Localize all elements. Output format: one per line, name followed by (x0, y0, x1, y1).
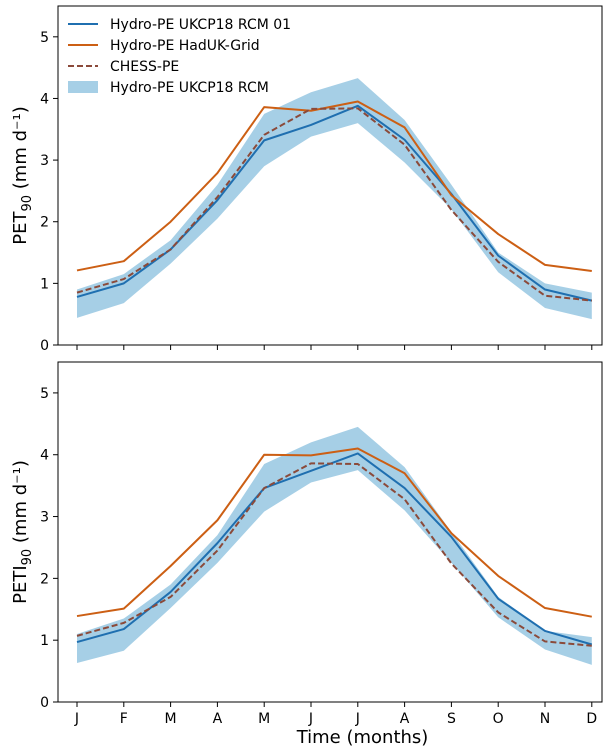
y-axis-label-subscript: 90 (20, 549, 35, 566)
y-axis-label: PET90 (mm d⁻¹) (10, 106, 35, 244)
series-line-hydro-pe-ukcp18-rcm-01 (76, 452, 593, 646)
x-tick-label: N (540, 711, 550, 727)
series-line-hydro-pe-haduk-grid (76, 100, 592, 273)
chart-panel-1: 0 1 2 3 4 5 PET90 (mm d⁻¹) (10, 5, 603, 354)
x-tick-label: S (447, 711, 456, 727)
y-tick-label: 3 (40, 153, 49, 169)
x-tick-label: F (120, 711, 128, 727)
x-tick-label: A (400, 711, 410, 727)
y-tick-label: 5 (40, 30, 49, 46)
x-tick-label: J (355, 711, 360, 727)
x-axis-label: Time (months) (296, 727, 429, 748)
y-axis-label-unit: (mm d⁻¹) (10, 106, 31, 195)
y-tick-label: 4 (40, 91, 49, 107)
x-tick-label: J (74, 711, 79, 727)
y-tick-label: 1 (40, 633, 49, 649)
y-axis-label: PETI90 (mm d⁻¹) (10, 460, 35, 604)
y-tick-label: 2 (40, 571, 49, 587)
y-tick-label: 3 (40, 510, 49, 526)
series-line-chess-pe (76, 462, 592, 647)
y-tick-label: 2 (40, 215, 49, 231)
x-tick-label: D (586, 711, 597, 727)
legend: Hydro-PE UKCP18 RCM 01 Hydro-PE HadUK-Gri… (68, 17, 291, 96)
x-tick-label: O (493, 711, 504, 727)
legend-label: CHESS-PE (110, 59, 179, 75)
y-tick-label: 0 (40, 695, 49, 711)
x-tick-label: M (165, 711, 177, 727)
y-tick-label: 0 (40, 338, 49, 354)
band-hydro-pe-ukcp18-rcm (77, 426, 592, 665)
y-axis-label-main: PETI (10, 565, 31, 604)
x-tick-label: M (258, 711, 270, 727)
band-hydro-pe-ukcp18-rcm (77, 78, 592, 320)
y-axis-label-main: PET (10, 211, 31, 245)
legend-label: Hydro-PE UKCP18 RCM (110, 80, 269, 96)
x-tick-label: A (213, 711, 223, 727)
x-tick-label: J (308, 711, 313, 727)
chart-panel-2: 0 1 2 3 4 5 J F M A M J J A S O N D PETI90 (mm d⁻¹) Time (m… (10, 361, 603, 748)
plot-frame (57, 5, 603, 346)
plot-frame (57, 361, 603, 703)
legend-label: Hydro-PE UKCP18 RCM 01 (110, 17, 291, 33)
y-tick-label: 5 (40, 386, 49, 402)
y-tick-label: 1 (40, 276, 49, 292)
y-tick-label: 4 (40, 448, 49, 464)
legend-label: Hydro-PE HadUK-Grid (110, 38, 260, 54)
y-axis-label-subscript: 90 (20, 195, 35, 212)
series-line-chess-pe (76, 107, 592, 302)
series-line-hydro-pe-haduk-grid (76, 447, 592, 618)
legend-swatch (68, 81, 98, 93)
y-axis-label-unit: (mm d⁻¹) (10, 460, 31, 549)
